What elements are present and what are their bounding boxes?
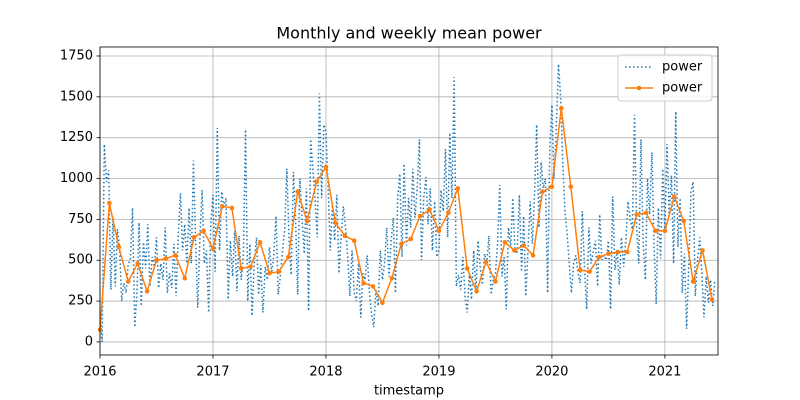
point <box>107 200 112 206</box>
x-tick-label: 2019 <box>422 365 455 380</box>
point <box>229 205 235 211</box>
point <box>521 243 526 248</box>
x-tick-label: 2016 <box>83 365 116 380</box>
point <box>568 184 574 190</box>
y-tick-label: 1000 <box>60 171 93 186</box>
point <box>653 228 658 234</box>
point <box>135 261 140 266</box>
point <box>295 189 301 194</box>
point <box>248 264 253 270</box>
point <box>700 248 705 253</box>
legend-label: power <box>662 81 703 96</box>
point <box>615 249 621 255</box>
legend-label: power <box>662 60 703 75</box>
chart-title: Monthly and weekly mean power <box>276 24 542 43</box>
point <box>549 184 555 190</box>
point <box>220 204 225 209</box>
y-tick-label: 1500 <box>60 89 93 104</box>
x-axis-label: timestamp <box>374 384 444 399</box>
point <box>502 239 508 245</box>
point <box>408 236 413 242</box>
point <box>314 179 319 185</box>
point <box>182 275 188 281</box>
point <box>530 253 536 258</box>
point <box>342 233 348 239</box>
point <box>323 164 329 170</box>
y-tick-label: 1250 <box>60 130 93 145</box>
point <box>333 220 338 225</box>
point <box>455 186 461 191</box>
point <box>643 210 649 216</box>
point <box>125 279 131 284</box>
point <box>681 218 687 224</box>
point <box>474 288 479 294</box>
point <box>361 280 366 286</box>
x-tick-label: 2018 <box>309 365 342 380</box>
point <box>577 267 583 273</box>
point <box>624 249 630 255</box>
point <box>286 254 291 260</box>
x-tick-label: 2020 <box>535 365 568 380</box>
x-tick-label: 2021 <box>648 365 681 380</box>
point <box>163 256 169 261</box>
y-tick-label: 0 <box>85 334 93 349</box>
series-line <box>100 64 716 342</box>
point <box>671 194 677 199</box>
point <box>351 238 357 243</box>
point <box>558 105 564 111</box>
point <box>399 241 404 247</box>
point <box>380 300 385 306</box>
point <box>173 253 178 258</box>
point <box>540 189 545 194</box>
point <box>483 259 489 265</box>
point <box>634 212 639 217</box>
point <box>690 279 696 284</box>
y-tick-label: 500 <box>68 253 93 268</box>
point <box>493 279 498 284</box>
point <box>389 275 395 281</box>
point <box>606 251 611 256</box>
point <box>304 218 310 224</box>
point <box>276 269 282 274</box>
point <box>238 266 244 271</box>
y-tick-label: 750 <box>68 212 93 227</box>
point <box>210 246 216 252</box>
point <box>201 228 206 234</box>
point <box>511 248 517 253</box>
point <box>436 228 442 234</box>
point <box>417 213 423 219</box>
axes-frame <box>99 46 719 356</box>
point <box>709 297 715 302</box>
point <box>446 210 451 216</box>
point <box>154 257 159 263</box>
point <box>587 269 592 274</box>
y-tick-label: 1750 <box>60 48 93 63</box>
y-tick-label: 250 <box>68 294 93 309</box>
point <box>116 244 122 250</box>
point <box>427 207 432 212</box>
point <box>144 288 150 294</box>
point <box>464 266 470 271</box>
point <box>257 239 263 245</box>
point <box>370 284 376 289</box>
point <box>191 235 197 240</box>
point <box>267 271 272 276</box>
legend-marker <box>636 85 642 91</box>
point <box>596 254 602 260</box>
point <box>662 228 668 234</box>
x-tick-label: 2017 <box>196 365 229 380</box>
